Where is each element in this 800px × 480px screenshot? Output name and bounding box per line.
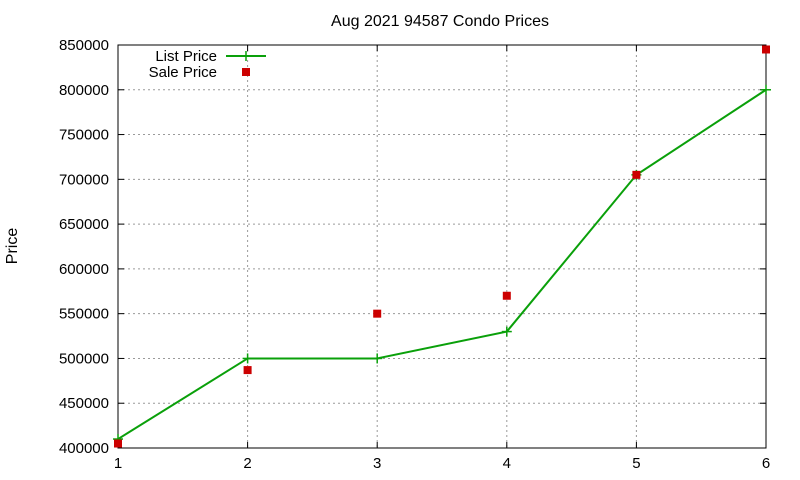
y-tick-label: 500000 — [59, 350, 109, 367]
x-tick-label: 1 — [114, 455, 122, 472]
sale-price-point — [632, 170, 641, 179]
y-tick-label: 600000 — [59, 261, 109, 278]
y-tick-label: 650000 — [59, 216, 109, 233]
x-tick-label: 6 — [762, 455, 770, 472]
x-tick-label: 2 — [243, 455, 251, 472]
legend-swatch-square — [242, 68, 250, 76]
list-price-point — [372, 353, 383, 364]
y-axis-title: Price — [4, 228, 21, 265]
list-price-point — [501, 326, 512, 337]
chart-title: Aug 2021 94587 Condo Prices — [331, 13, 549, 30]
y-tick-label: 850000 — [59, 37, 109, 54]
tick-layer: 1 2 3 4 5 6 400000 450000 500000 550000 600000 6500… — [59, 37, 770, 472]
y-tick-label: 550000 — [59, 306, 109, 323]
y-tick-label: 800000 — [59, 82, 109, 99]
legend-label: List Price — [155, 48, 217, 65]
sale-price-point — [243, 366, 252, 375]
y-tick-label: 750000 — [59, 127, 109, 144]
list-price-line — [117, 88, 767, 440]
grid-layer — [118, 45, 766, 448]
sale-price-point — [114, 439, 122, 448]
y-tick-label: 400000 — [59, 440, 109, 457]
y-tick-label: 450000 — [59, 395, 109, 412]
plot-frame — [117, 44, 767, 449]
sale-price-point — [373, 309, 382, 318]
x-tick-label: 3 — [373, 455, 381, 472]
list-price-point — [761, 84, 771, 95]
legend-label: Sale Price — [149, 64, 217, 81]
y-tick-label: 700000 — [59, 171, 109, 188]
list-price-point — [242, 353, 253, 364]
sale-price-point — [502, 291, 511, 300]
series-layer — [113, 45, 771, 448]
x-tick-label: 5 — [632, 455, 640, 472]
x-tick-label: 4 — [503, 455, 511, 472]
sale-price-point — [762, 45, 770, 54]
